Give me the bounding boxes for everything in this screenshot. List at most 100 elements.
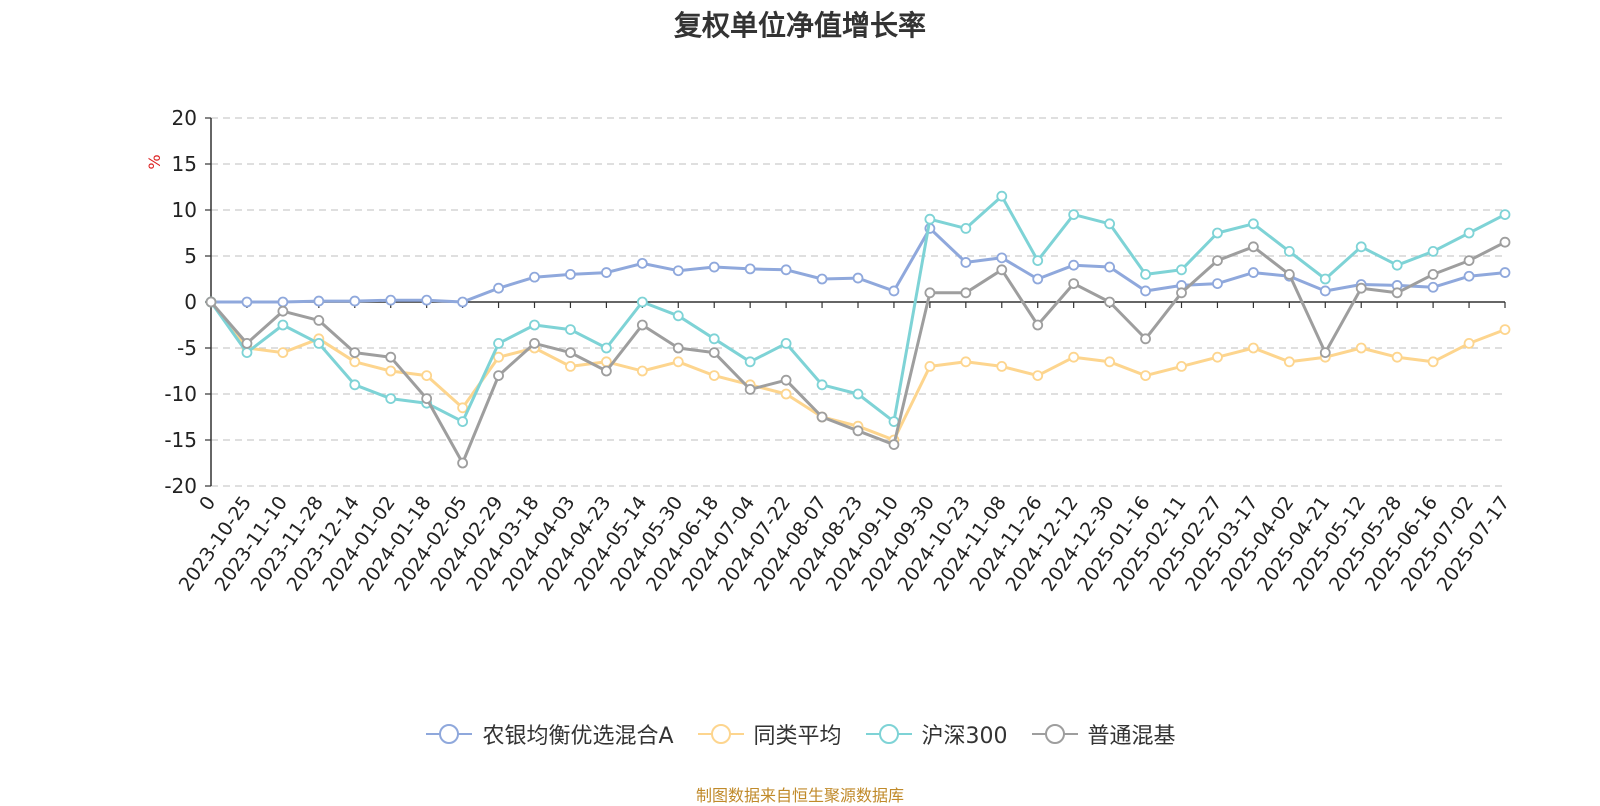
legend-label: 沪深300 — [921, 724, 1008, 749]
data-point — [565, 360, 576, 372]
legend-marker-icon — [697, 724, 744, 744]
y-axis-unit-label: % — [145, 154, 164, 169]
series-line — [211, 226, 1506, 304]
data-point — [636, 319, 648, 331]
legend-label: 同类平均 — [753, 724, 842, 749]
data-point — [708, 333, 720, 345]
data-point — [1499, 236, 1511, 248]
y-tick-label: -15 — [164, 428, 197, 452]
data-point — [1212, 255, 1223, 267]
data-point — [1463, 337, 1475, 349]
data-point — [1176, 287, 1187, 299]
data-point — [457, 402, 469, 414]
data-point — [1212, 227, 1223, 239]
data-point — [708, 261, 720, 273]
data-point — [421, 393, 433, 405]
data-point — [385, 365, 397, 377]
data-point — [349, 356, 361, 368]
data-point — [1104, 356, 1116, 368]
data-point — [1283, 245, 1295, 257]
data-point — [1355, 241, 1367, 253]
y-tick-label: -20 — [164, 474, 197, 498]
data-point — [780, 337, 792, 349]
data-point — [493, 282, 504, 294]
data-point — [493, 351, 504, 363]
data-point — [1427, 268, 1439, 280]
data-point — [1068, 209, 1080, 221]
data-point — [888, 439, 900, 451]
data-point — [924, 287, 936, 299]
y-tick-label: -10 — [164, 382, 197, 406]
y-tick-label: 10 — [172, 198, 197, 222]
data-point — [996, 252, 1008, 264]
data-point — [205, 296, 217, 308]
data-point — [1499, 324, 1511, 336]
y-tick-label: 15 — [172, 152, 197, 176]
y-tick-label: 5 — [184, 244, 197, 268]
data-point — [565, 347, 576, 359]
data-point — [1391, 287, 1403, 299]
data-point — [493, 337, 504, 349]
data-point — [600, 267, 612, 278]
chart-title: 复权单位净值增长率 — [673, 9, 926, 42]
data-point — [529, 319, 540, 331]
series-line — [209, 194, 1506, 424]
data-point — [1283, 356, 1295, 368]
data-point — [1499, 267, 1511, 278]
data-point — [1140, 370, 1151, 382]
data-point — [888, 285, 900, 297]
data-point — [1032, 255, 1044, 267]
data-point — [1355, 282, 1367, 294]
data-point — [457, 416, 469, 428]
data-point — [277, 296, 289, 308]
data-point — [1463, 227, 1475, 239]
data-point — [672, 356, 684, 368]
legend-item[interactable]: 农银均衡优选混合A — [424, 718, 674, 750]
legend-item[interactable]: 普通混基 — [1030, 718, 1176, 750]
legend-label: 普通混基 — [1087, 724, 1176, 749]
legend-item[interactable]: 沪深300 — [864, 718, 1008, 750]
data-point — [708, 347, 720, 359]
data-point — [1104, 218, 1116, 230]
data-point — [1032, 370, 1044, 382]
data-point — [385, 294, 397, 306]
data-point — [1212, 278, 1223, 290]
data-point — [1032, 319, 1044, 331]
data-point — [529, 337, 540, 349]
data-point — [636, 296, 648, 308]
tick-labels: 20151050-5-10-15-2002023-10-252023-11-10… — [164, 106, 1514, 595]
data-point — [1247, 342, 1259, 354]
data-point — [1140, 285, 1151, 297]
legend-item[interactable]: 同类平均 — [696, 718, 842, 750]
data-point — [1032, 273, 1044, 285]
data-point — [241, 337, 253, 349]
data-point — [313, 337, 325, 349]
data-point — [349, 295, 361, 307]
data-point — [349, 379, 361, 391]
data-point — [996, 360, 1008, 372]
data-point — [565, 324, 576, 336]
y-tick-label: 0 — [184, 290, 197, 314]
data-point — [852, 388, 864, 400]
data-point — [1104, 296, 1116, 308]
data-point — [996, 264, 1008, 276]
data-point — [313, 295, 325, 307]
data-point — [457, 296, 469, 308]
data-point — [672, 265, 684, 277]
data-point — [744, 263, 756, 275]
data-point — [1355, 342, 1367, 354]
data-point — [816, 273, 828, 285]
data-point — [996, 190, 1008, 202]
data-point — [816, 379, 828, 391]
data-point — [565, 268, 576, 280]
legend: 农银均衡优选混合A 同类平均 沪深300 普通混基 — [0, 718, 1600, 750]
data-point — [1104, 261, 1116, 273]
data-point — [1068, 259, 1080, 271]
source-note: 制图数据来自恒生聚源数据库 — [695, 786, 904, 805]
data-point — [1391, 259, 1403, 271]
data-point — [1391, 351, 1403, 363]
legend-marker-icon — [426, 724, 473, 744]
data-point — [1247, 241, 1259, 253]
data-point — [636, 365, 648, 377]
